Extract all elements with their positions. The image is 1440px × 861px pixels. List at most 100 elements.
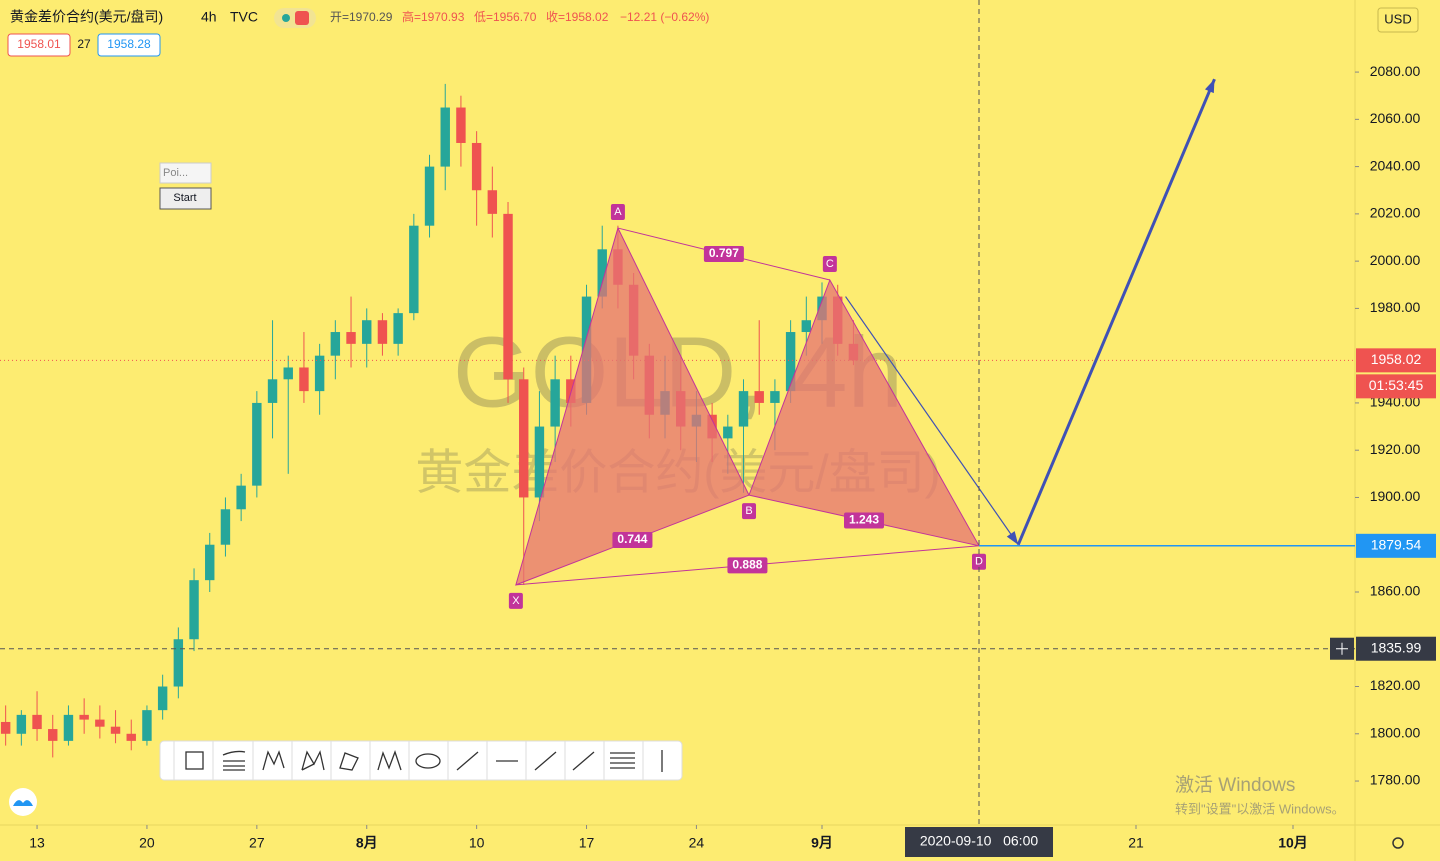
tool-trend[interactable]	[456, 751, 479, 771]
candle-body	[142, 710, 152, 741]
tool-cypher[interactable]	[301, 750, 325, 771]
toolbar	[159, 740, 683, 781]
candle-body	[32, 714, 42, 730]
x-tick-label: 9月	[811, 835, 833, 851]
currency-box[interactable]	[1377, 7, 1419, 33]
bid-box[interactable]	[7, 33, 71, 57]
point-label: X	[512, 595, 520, 607]
point-label-box	[822, 256, 837, 273]
crosshair-price: 1835.99	[1371, 639, 1422, 655]
candle-body	[0, 721, 11, 734]
point-label: C	[826, 258, 834, 270]
logo[interactable]	[9, 788, 37, 816]
y-tick-label: 1780.00	[1370, 772, 1421, 788]
ohlc: 开=1970.29 高=1970.93 低=1956.70 收=1958.02 −12.…	[330, 9, 709, 24]
start-button[interactable]	[159, 187, 212, 210]
candle-body	[79, 714, 89, 720]
last-price-box	[1356, 348, 1436, 373]
candle-body	[738, 391, 749, 427]
ohlc-value: 收=1958.02	[546, 10, 609, 24]
arrow-head	[1006, 531, 1019, 545]
x-tick-label: 10	[469, 835, 485, 851]
candle-body	[519, 379, 529, 498]
x-tick-label: 21	[1128, 835, 1144, 851]
status-dot	[282, 14, 290, 22]
source: TVC	[230, 9, 258, 25]
candle-body	[550, 379, 560, 427]
candle-body	[770, 391, 780, 403]
ratio-label: 0.888	[732, 558, 762, 572]
crosshair-price-box	[1356, 636, 1436, 661]
ratio-label: 1.243	[849, 513, 879, 527]
ask-box[interactable]	[97, 33, 161, 57]
tool-ray[interactable]	[534, 751, 557, 771]
bid: 1958.01	[17, 37, 61, 51]
candle-body	[283, 367, 293, 380]
candle-body	[487, 190, 498, 214]
candle-body	[95, 719, 105, 727]
logo-mark	[13, 800, 33, 806]
activation-text: 转到"设置"以激活 Windows。	[1175, 801, 1345, 816]
ohlc-value: 开=1970.29	[330, 10, 393, 24]
ratio-label: 0.797	[709, 246, 739, 260]
y-tick-label: 2000.00	[1370, 252, 1421, 268]
candle-body	[110, 726, 121, 734]
crosshair-date-box	[905, 827, 1054, 857]
y-tick-label: 1800.00	[1370, 724, 1421, 740]
candle-body	[346, 332, 356, 344]
candle-body	[723, 426, 733, 439]
candle-body	[205, 544, 215, 581]
ratio-box	[727, 557, 768, 574]
interval: 4h	[201, 9, 217, 25]
candle-body	[424, 166, 435, 226]
x-tick-label: 8月	[356, 835, 378, 851]
tool-elliott[interactable]	[377, 750, 402, 771]
tool-arrow[interactable]	[572, 751, 595, 771]
candle-body	[236, 485, 246, 510]
candle-body	[63, 714, 74, 741]
projection-arrow	[1016, 78, 1216, 546]
candle-body	[330, 332, 341, 356]
tool-abcd[interactable]	[339, 752, 359, 771]
point-label-box	[742, 503, 757, 520]
candle-body	[126, 733, 136, 741]
candle-body	[471, 142, 482, 191]
candle-body	[377, 320, 388, 344]
ratio-box	[612, 531, 653, 548]
countdown: 01:53:45	[1369, 377, 1424, 393]
x-tick-label: 27	[249, 835, 265, 851]
x-tick-label: 13	[29, 835, 45, 851]
spread: 27	[77, 37, 91, 51]
ratio-box	[703, 246, 744, 263]
ratio-box	[844, 512, 885, 529]
candle-body	[801, 320, 812, 333]
y-tick-label: 1980.00	[1370, 299, 1421, 315]
settings[interactable]	[1392, 837, 1404, 849]
tool-xabcd[interactable]	[262, 750, 285, 771]
y-tick-label: 2080.00	[1370, 63, 1421, 79]
currency: USD	[1384, 11, 1411, 26]
y-tick-label: 2020.00	[1370, 205, 1421, 221]
drawing-toolbar	[159, 740, 683, 781]
ohlc-value: 低=1956.70	[474, 10, 537, 24]
arrow-head	[1204, 79, 1215, 94]
candle-body	[16, 714, 27, 734]
tool-rect[interactable]	[185, 751, 204, 770]
tool-ellipse[interactable]	[415, 753, 441, 769]
y-tick-label: 1920.00	[1370, 441, 1421, 457]
candle-body	[48, 729, 58, 741]
x-tick-label: 17	[579, 835, 595, 851]
tool-lines[interactable]	[610, 752, 635, 769]
candle-body	[173, 639, 184, 687]
tool-fib[interactable]	[222, 750, 246, 771]
target-price: 1879.54	[1371, 537, 1422, 553]
y-tick-label: 2040.00	[1370, 157, 1421, 173]
candle-body	[189, 580, 199, 640]
point-label-box	[508, 592, 523, 609]
y-tick-label: 2060.00	[1370, 110, 1421, 126]
candle-body	[157, 686, 168, 711]
candle-body	[456, 107, 466, 143]
